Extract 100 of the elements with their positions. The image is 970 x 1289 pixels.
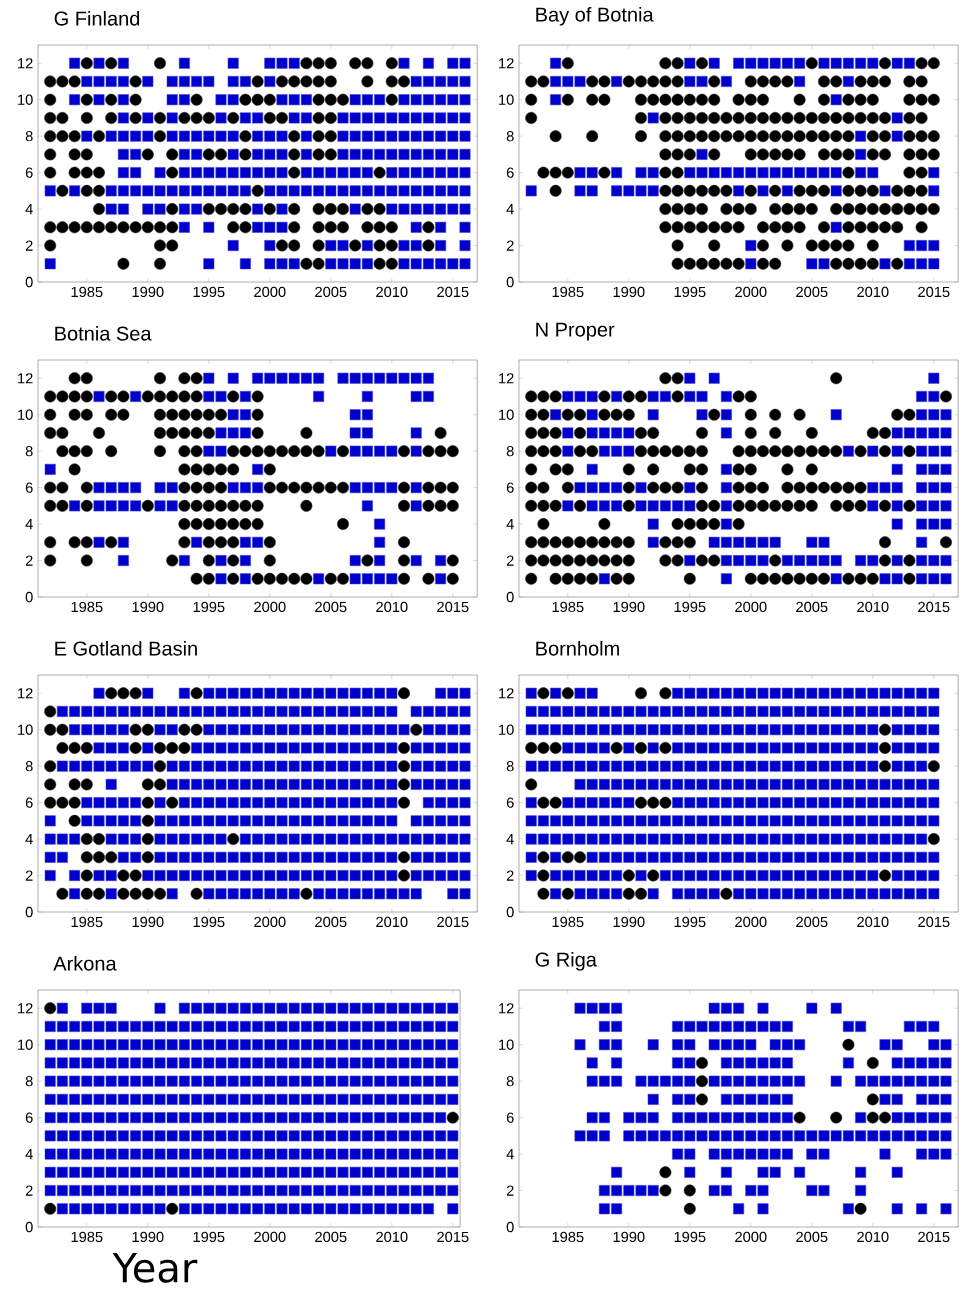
- x-tick-label: 2000: [735, 1231, 767, 1243]
- x-tick-label: 1995: [674, 286, 706, 298]
- point: [141, 851, 154, 864]
- y-tick-label: 12: [18, 373, 33, 384]
- x-tick-label: 1995: [193, 1231, 225, 1243]
- y-tick-label: 8: [506, 1075, 514, 1087]
- x-tick-label: 2000: [254, 1231, 286, 1243]
- x-tick-label: 1990: [613, 1231, 645, 1243]
- x-tick-label: 1995: [193, 286, 225, 298]
- y-tick-label: 12: [499, 688, 514, 699]
- point: [830, 1111, 843, 1124]
- point: [178, 741, 191, 754]
- point: [635, 741, 648, 754]
- point: [866, 1056, 879, 1069]
- y-tick-label: 10: [499, 1039, 514, 1050]
- y-tick-label: 4: [25, 1149, 33, 1160]
- point: [154, 760, 166, 773]
- x-tick-label: 2000: [735, 286, 767, 298]
- y-tick-label: 0: [506, 591, 514, 603]
- point: [659, 1184, 672, 1197]
- x-tick-label: 2000: [254, 916, 286, 928]
- x-tick-label: 1995: [674, 1231, 706, 1243]
- point: [178, 723, 191, 736]
- point: [561, 851, 574, 864]
- point: [879, 869, 891, 882]
- point: [659, 796, 672, 809]
- y-tick-label: 8: [25, 445, 33, 457]
- y-tick-label: 0: [25, 906, 33, 918]
- y-tick-label: 4: [25, 834, 33, 845]
- x-tick-label: 2010: [857, 1231, 889, 1243]
- x-tick-label: 2000: [254, 286, 286, 298]
- point: [300, 887, 313, 900]
- point: [879, 760, 891, 773]
- point: [227, 833, 240, 846]
- point: [866, 1093, 879, 1106]
- y-tick-label: 2: [25, 1185, 33, 1196]
- point: [141, 778, 154, 791]
- point: [879, 723, 891, 736]
- point: [927, 760, 940, 773]
- x-tick-label: 1985: [552, 1231, 584, 1243]
- y-tick-label: 4: [506, 204, 514, 215]
- point: [93, 833, 105, 846]
- chart-title: Bay of Botnia: [536, 6, 654, 26]
- x-tick-label: 2015: [918, 286, 950, 298]
- y-tick-label: 10: [18, 409, 33, 420]
- point: [696, 1075, 708, 1088]
- point: [80, 887, 93, 900]
- x-tick-label: 2000: [735, 916, 767, 928]
- x-tick-label: 2015: [437, 916, 469, 928]
- point: [80, 851, 93, 864]
- x-tick-label: 1995: [674, 601, 706, 613]
- y-tick-label: 4: [506, 519, 514, 530]
- point: [129, 869, 142, 882]
- y-tick-label: 8: [25, 1075, 33, 1087]
- chart-title: G Riga: [535, 951, 597, 971]
- x-tick-label: 1995: [674, 916, 706, 928]
- point: [68, 796, 81, 809]
- point: [68, 814, 81, 827]
- y-tick-label: 4: [506, 1149, 514, 1160]
- point: [80, 869, 93, 882]
- point: [537, 869, 550, 882]
- y-tick-label: 12: [499, 373, 514, 384]
- x-tick-label: 2015: [437, 1231, 469, 1243]
- x-tick-label: 2005: [796, 286, 828, 298]
- point: [56, 796, 69, 809]
- point: [129, 741, 142, 754]
- point: [720, 887, 733, 900]
- point: [397, 796, 410, 809]
- point: [879, 741, 891, 754]
- y-tick-label: 6: [506, 1112, 514, 1123]
- point: [683, 1202, 696, 1215]
- y-tick-label: 12: [18, 1003, 33, 1014]
- point: [647, 869, 660, 882]
- point: [397, 869, 410, 882]
- point: [154, 741, 166, 754]
- x-tick-label: 1985: [552, 601, 584, 613]
- x-tick-label: 2000: [254, 601, 286, 613]
- point: [397, 851, 410, 864]
- point: [683, 1184, 696, 1197]
- point: [129, 687, 142, 700]
- x-tick-label: 2000: [735, 601, 767, 613]
- point: [190, 887, 203, 900]
- point: [525, 741, 538, 754]
- x-tick-label: 1985: [71, 601, 103, 613]
- point: [610, 741, 623, 754]
- chart-title: G Finland: [54, 10, 140, 26]
- point: [866, 1111, 879, 1124]
- point: [44, 723, 57, 736]
- y-tick-label: 0: [25, 276, 33, 288]
- point: [105, 851, 118, 864]
- point: [44, 796, 57, 809]
- y-tick-label: 0: [25, 1221, 33, 1233]
- y-tick-label: 10: [499, 724, 514, 735]
- point: [190, 687, 203, 700]
- y-tick-label: 2: [25, 870, 33, 881]
- y-tick-label: 0: [506, 276, 514, 288]
- y-tick-label: 8: [506, 130, 514, 142]
- y-tick-label: 12: [18, 688, 33, 699]
- point: [927, 833, 940, 846]
- y-tick-label: 0: [506, 906, 514, 918]
